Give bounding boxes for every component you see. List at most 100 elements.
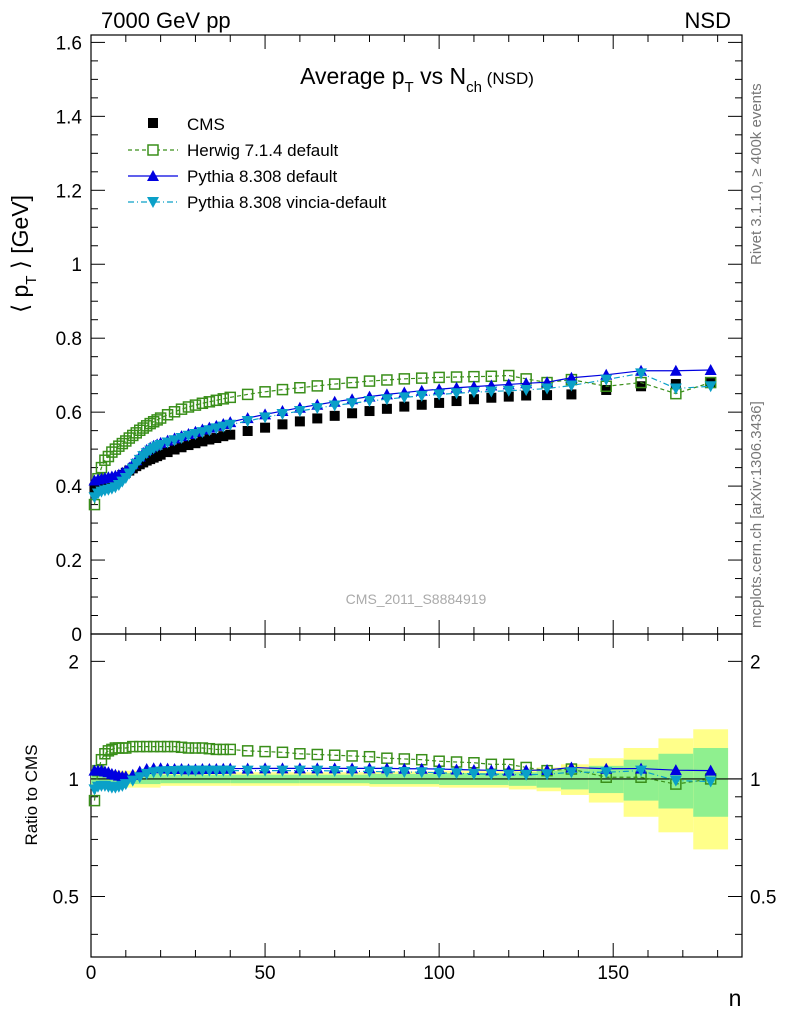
main-pythia-8-308-vincia-default-point xyxy=(600,374,613,386)
legend-marker-herwig xyxy=(147,144,159,156)
main-herwig-7-1-4-default-point xyxy=(196,397,209,410)
ratio-pythia-8-308-vincia-default-point xyxy=(635,765,648,777)
main-pythia-8-308-vincia-default-point xyxy=(175,433,188,445)
main-pythia-8-308-vincia-default-point xyxy=(276,408,289,420)
ratio-pythia-8-308-vincia-default-point xyxy=(485,769,498,781)
main-cms-point xyxy=(260,422,271,433)
ratio-herwig-7-1-4-default-point xyxy=(217,743,230,756)
main-cms-point xyxy=(434,397,445,408)
ratio-y-axis-label: Ratio to CMS xyxy=(22,744,41,845)
main-pythia-8-308-vincia-default-point xyxy=(241,416,254,428)
ratio-pythia-8-308-vincia-default-point xyxy=(415,767,428,779)
header-left: 7000 GeV pp xyxy=(101,8,231,33)
ratio-pythia-8-308-vincia-default-point xyxy=(140,768,153,780)
ratio-herwig-7-1-4-default-point xyxy=(259,745,271,758)
main-pythia-8-308-vincia-default-point xyxy=(182,430,195,442)
main-cms-point xyxy=(242,426,253,437)
main-y-tick-label: 0.8 xyxy=(56,329,82,350)
main-pythia-8-308-vincia-default-point xyxy=(210,423,223,435)
main-herwig-7-1-4-default-point xyxy=(311,380,324,392)
main-cms-point xyxy=(277,419,288,430)
main-pythia-8-308-vincia-default-point xyxy=(363,396,376,408)
main-cms-point xyxy=(155,449,166,460)
main-cms-point xyxy=(211,433,222,444)
mcplots-credit: mcplots.cern.ch [arXiv:1306.3436] xyxy=(748,401,765,628)
main-cms-point xyxy=(468,394,479,405)
main-pythia-8-308-vincia-default-point xyxy=(450,388,463,400)
ratio-herwig-7-1-4-default-point xyxy=(328,749,341,761)
main-pythia-8-308-vincia-default-point xyxy=(293,406,306,418)
main-pythia-8-308-vincia-default-point xyxy=(541,383,554,395)
main-pythia-8-308-vincia-default-point xyxy=(217,421,230,433)
legend-label-vincia: Pythia 8.308 vincia-default xyxy=(187,193,387,212)
ratio-herwig-7-1-4-default-point xyxy=(210,743,223,756)
ratio-herwig-7-1-4-default-point xyxy=(363,750,376,763)
main-cms-point xyxy=(204,434,215,445)
main-herwig-7-1-4-default-point xyxy=(182,401,195,413)
ratio-pythia-8-308-vincia-default-point xyxy=(328,765,341,777)
ratio-pythia-8-308-vincia-default-point xyxy=(520,769,533,781)
main-cms-point xyxy=(636,381,647,392)
ratio-herwig-7-1-4-default-point xyxy=(168,740,181,753)
main-pythia-8-308-vincia-default-point xyxy=(328,400,341,412)
ratio-pythia-8-308-vincia-default-series xyxy=(88,765,717,796)
main-cms-point xyxy=(399,401,410,412)
main-cms-point xyxy=(542,390,553,401)
ratio-pythia-8-308-vincia-default-point xyxy=(241,765,254,777)
x-tick-label: 100 xyxy=(423,963,455,984)
ratio-herwig-7-1-4-default-point xyxy=(127,740,139,753)
x-tick-label: 50 xyxy=(254,963,275,984)
main-y-tick-label: 1.2 xyxy=(56,181,82,202)
analysis-watermark: CMS_2011_S8884919 xyxy=(346,591,487,607)
legend-marker-vincia xyxy=(147,197,159,208)
ratio-herwig-7-1-4-default-point xyxy=(311,748,324,761)
main-cms-point xyxy=(162,447,173,458)
main-series xyxy=(88,363,717,511)
main-cms-point xyxy=(312,413,323,424)
main-y-tick-label: 0 xyxy=(71,625,82,646)
main-herwig-7-1-4-default-point xyxy=(241,388,254,401)
ratio-herwig-7-1-4-default-point xyxy=(203,742,216,755)
ratio-pythia-8-308-vincia-default-point xyxy=(467,768,480,780)
main-herwig-7-1-4-default-point xyxy=(224,391,237,404)
main-pythia-8-308-vincia-default-point xyxy=(704,381,717,393)
header-right: NSD xyxy=(685,8,731,33)
x-tick-label: 0 xyxy=(86,963,97,984)
ratio-herwig-7-1-4-default-series xyxy=(88,740,717,807)
main-herwig-7-1-4-default-point xyxy=(294,381,306,394)
main-herwig-7-1-4-default-point xyxy=(381,374,393,386)
legend-label-herwig: Herwig 7.1.4 default xyxy=(187,141,338,160)
ratio-herwig-7-1-4-default-point xyxy=(147,740,160,753)
ratio-herwig-7-1-4-default-point xyxy=(154,740,167,753)
main-pythia-8-308-vincia-default-point xyxy=(433,389,446,401)
ratio-herwig-7-1-4-default-point xyxy=(175,741,188,754)
main-pythia-8-308-vincia-default-point xyxy=(467,387,480,399)
legend-marker-pythia xyxy=(147,170,159,181)
main-herwig-7-1-4-default-point xyxy=(168,406,181,418)
main-cms-point xyxy=(364,406,375,417)
ratio-pythia-8-308-vincia-default-point xyxy=(119,779,132,791)
ratio-herwig-7-1-4-default-point xyxy=(241,745,254,757)
main-herwig-7-1-4-default-point xyxy=(259,386,271,398)
main-y-tick-label: 1 xyxy=(71,255,82,276)
ratio-pythia-8-308-vincia-default-point xyxy=(565,767,578,779)
main-herwig-7-1-4-default-point xyxy=(99,454,111,466)
ratio-herwig-7-1-4-default-point xyxy=(224,743,237,756)
main-pythia-8-308-vincia-default-point xyxy=(520,384,533,396)
main-herwig-7-1-4-default-point xyxy=(433,371,445,384)
ratio-pythia-8-308-vincia-default-point xyxy=(669,775,682,787)
main-y-axis-label: ⟨ pT ⟩ [GeV] xyxy=(7,195,40,313)
main-pythia-8-308-vincia-default-point xyxy=(259,412,272,424)
ratio-herwig-7-1-4-default-point xyxy=(161,740,174,753)
main-cms-point xyxy=(486,392,497,403)
ratio-herwig-7-1-4-default-point xyxy=(182,742,195,754)
main-cms-point xyxy=(190,438,201,449)
main-pythia-8-308-vincia-default-point xyxy=(311,403,324,415)
main-pythia-8-308-default-point xyxy=(704,363,717,375)
main-cms-point xyxy=(294,416,305,427)
main-pythia-8-308-vincia-default-point xyxy=(565,380,578,392)
main-pythia-8-308-vincia-default-point xyxy=(380,394,393,406)
ratio-series xyxy=(88,740,717,807)
ratio-y-tick-label: 2 xyxy=(68,652,79,673)
